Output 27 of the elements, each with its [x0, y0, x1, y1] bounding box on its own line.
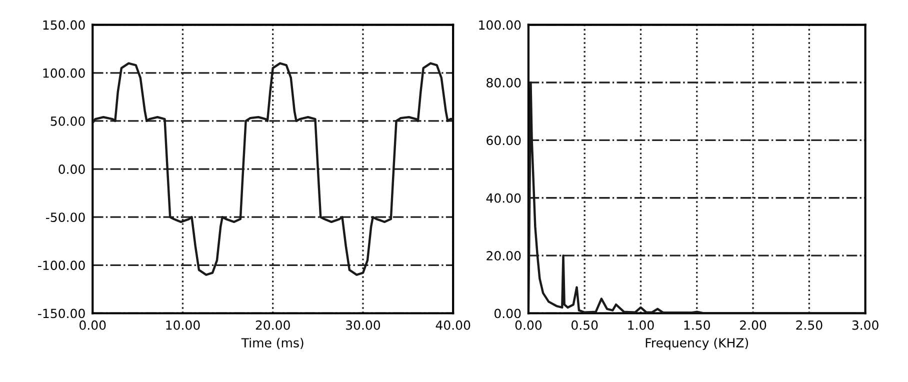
- x-tick-label: 0.00: [80, 320, 106, 330]
- y-tick-label: 80.00: [486, 78, 521, 88]
- y-tick-label: 50.00: [50, 116, 85, 126]
- x-tick-label: 20.00: [256, 320, 290, 330]
- x-tick-label: 1.50: [684, 320, 710, 330]
- x-tick-label: 30.00: [346, 320, 380, 330]
- x-tick-label: 2.00: [740, 320, 766, 330]
- y-tick-label: -150.00: [38, 308, 85, 318]
- y-tick-label: 60.00: [486, 136, 521, 146]
- y-tick-label: -50.00: [46, 212, 85, 222]
- y-tick-label: 40.00: [486, 193, 521, 203]
- y-tick-label: 0.00: [58, 164, 85, 174]
- y-tick-label: 0.00: [494, 308, 521, 318]
- x-axis-title: Time (ms): [241, 338, 304, 349]
- x-tick-label: 40.00: [436, 320, 470, 330]
- x-tick-label: 3.00: [852, 320, 878, 330]
- y-tick-label: 100.00: [43, 68, 85, 78]
- y-tick-label: -100.00: [38, 260, 85, 270]
- y-tick-label: 150.00: [43, 20, 85, 30]
- x-tick-label: 2.50: [796, 320, 822, 330]
- y-tick-label: 20.00: [486, 251, 521, 260]
- x-tick-label: 1.00: [628, 320, 654, 330]
- x-tick-label: 0.00: [515, 320, 542, 330]
- x-tick-label: 0.50: [572, 320, 598, 330]
- x-tick-label: 10.00: [166, 320, 200, 330]
- x-axis-title: Frequency (KHZ): [646, 338, 748, 350]
- y-tick-label: 100.00: [479, 20, 521, 30]
